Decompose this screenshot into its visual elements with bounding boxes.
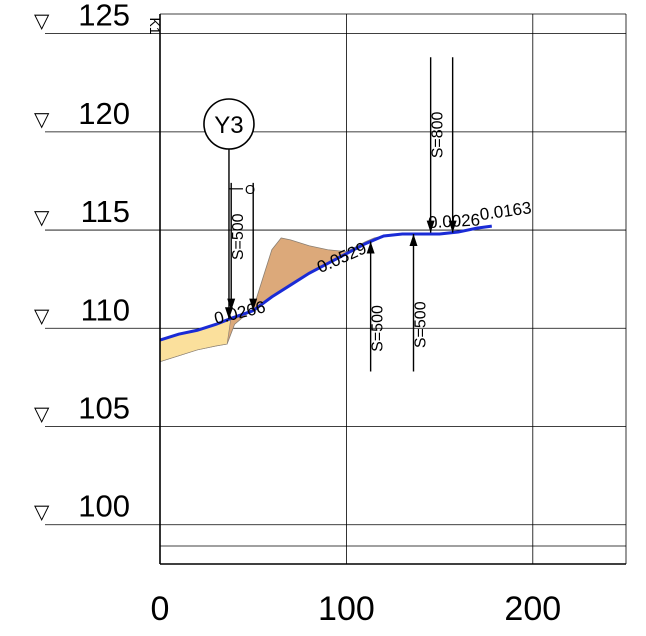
- vertical-curve-arrow: [366, 241, 375, 254]
- x-tick-label: 0: [151, 590, 170, 628]
- callout-side-text: O: [245, 182, 255, 197]
- vertical-curve-arrow: [448, 220, 457, 233]
- grade-label: 0.0026: [428, 210, 481, 232]
- vertical-curve-arrow: [409, 234, 418, 246]
- grade-label: 0.0266: [212, 297, 267, 328]
- grade-label: 0.0163: [479, 198, 533, 224]
- chainage-marker: K1: [147, 17, 163, 34]
- y-tick-label: 120: [78, 96, 130, 131]
- callout-arrow: [224, 307, 233, 320]
- x-tick-label: 200: [504, 590, 561, 628]
- callout-label: Y3: [214, 112, 243, 139]
- design-line: [159, 224, 492, 342]
- grade-label: 0.0529: [314, 238, 369, 277]
- design-grade-line: [159, 224, 492, 342]
- y-tick-label: 115: [81, 194, 130, 229]
- vertical-curve-arrow: [249, 298, 258, 311]
- y-tick-label: 125: [78, 0, 130, 33]
- vertical-curves: S=500 S=500 S=500 S=800: [227, 57, 457, 372]
- elevation-marker-symbol: ▽: [34, 502, 50, 524]
- vertical-curve-arrow: [426, 220, 435, 233]
- y-tick-label: 105: [78, 391, 130, 426]
- vertical-curve-label: S=500: [230, 213, 247, 260]
- vertical-curve-label: S=500: [413, 301, 430, 348]
- vertical-curve-label: S=800: [430, 111, 447, 158]
- vertical-curve-label: S=500: [370, 305, 387, 352]
- grid: [45, 14, 626, 564]
- elevation-marker-symbol: ▽: [34, 305, 50, 327]
- x-tick-label: 100: [318, 590, 375, 628]
- elevation-marker-symbol: ▽: [34, 404, 50, 426]
- elevation-marker-symbol: ▽: [34, 11, 50, 33]
- y-tick-label: 110: [81, 292, 130, 327]
- elevation-marker-symbol: ▽: [34, 109, 50, 131]
- axes: 0 100 200 ▽ 100 ▽ 105 ▽ 110 ▽ 115 ▽ 120 ▽ 125 K1: [34, 0, 627, 628]
- y-tick-label: 100: [78, 489, 130, 524]
- elevation-marker-symbol: ▽: [34, 207, 50, 229]
